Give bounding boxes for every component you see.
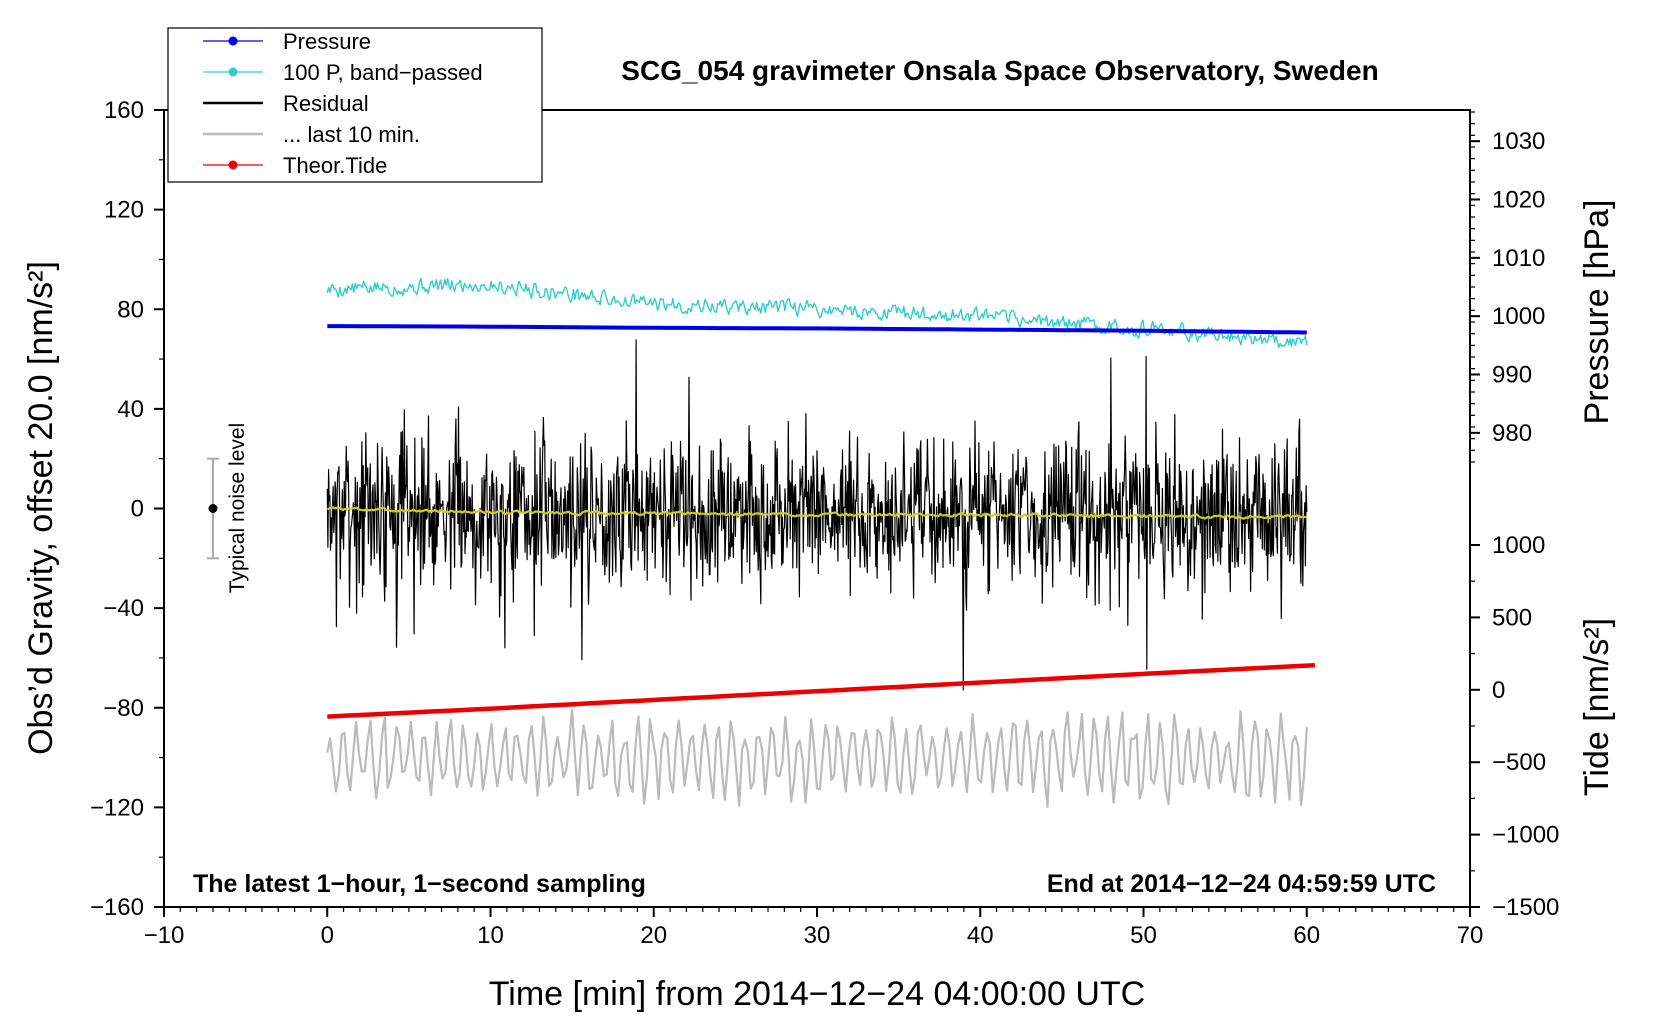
axes-layer: −10 0 10 20 30 40 50 60 7016012080400−40−80−120−… [90,97,1559,949]
pressure-tick-label-1: 1020 [1492,187,1545,214]
legend-marker-1 [228,67,238,77]
x-tick-label-1: 0 [321,922,334,949]
series-band-passed-pressure [326,277,1308,349]
series-last-10-min [326,708,1308,808]
legend-label-4: Theor.Tide [283,153,387,178]
legend-label-0: Pressure [283,29,371,54]
traces-layer [326,277,1316,808]
x-tick-label-8: 70 [1457,922,1484,949]
x-tick-label-7: 60 [1293,922,1320,949]
y-left-tick-label-4: 0 [131,496,144,523]
tide-tick-label-0: 1000 [1492,532,1545,559]
pressure-tick-label-2: 1010 [1492,245,1545,272]
x-tick-label-0: −10 [144,922,185,949]
pressure-tick-label-4: 990 [1492,362,1532,389]
tide-tick-label-2: 0 [1492,677,1505,704]
tide-tick-label-3: −500 [1492,749,1546,776]
y-left-tick-label-8: −160 [90,894,144,921]
x-tick-label-5: 40 [967,922,994,949]
noise-bar-center-dot [208,504,218,513]
legend-label-3: ... last 10 min. [283,122,420,147]
x-tick-label-4: 30 [804,922,831,949]
legend-marker-4 [228,160,238,170]
legend-marker-0 [228,36,238,46]
pressure-tick-label-3: 1000 [1492,303,1545,330]
tide-tick-label-4: −1000 [1492,822,1559,849]
legend-box [167,27,543,183]
x-tick-label-3: 20 [640,922,667,949]
y-left-tick-label-2: 80 [117,296,144,323]
y-left-tick-label-7: −120 [90,794,144,821]
y-left-tick-label-6: −80 [103,695,144,722]
y-left-tick-label-3: 40 [117,396,144,423]
y-left-tick-label-1: 120 [104,197,144,224]
y-axis-left-title: Obs’d Gravity, offset 20.0 [nm/s²] [22,261,60,755]
legend: Pressure 100 P, band−passed Residual ... la… [167,27,543,183]
series-pressure [327,324,1307,335]
chart-title: SCG_054 gravimeter Onsala Space Observat… [621,55,1378,86]
pressure-tick-label-0: 1030 [1492,128,1545,155]
note-sampling: The latest 1−hour, 1−second sampling [193,870,646,898]
x-tick-label-2: 10 [477,922,504,949]
series-theor-tide [327,662,1316,719]
legend-label-1: 100 P, band−passed [283,60,483,85]
x-axis-title: Time [min] from 2014−12−24 04:00:00 UTC [489,975,1145,1013]
y-left-tick-label-0: 160 [104,97,144,124]
note-end-time: End at 2014−12−24 04:59:59 UTC [1047,870,1436,898]
tide-tick-label-1: 500 [1492,604,1532,631]
y-left-tick-label-5: −40 [103,595,144,622]
tide-tick-label-5: −1500 [1492,894,1559,921]
y-axis-tide-title: Tide [nm/s²] [1578,618,1616,796]
series-smoothed-residual [327,506,1307,520]
noise-level-label: Typical noise level [226,423,249,593]
y-axis-pressure-title: Pressure [hPa] [1578,200,1616,425]
pressure-tick-label-5: 980 [1492,420,1532,447]
series-residual [326,339,1308,691]
x-tick-label-6: 50 [1130,922,1157,949]
legend-label-2: Residual [283,91,369,116]
